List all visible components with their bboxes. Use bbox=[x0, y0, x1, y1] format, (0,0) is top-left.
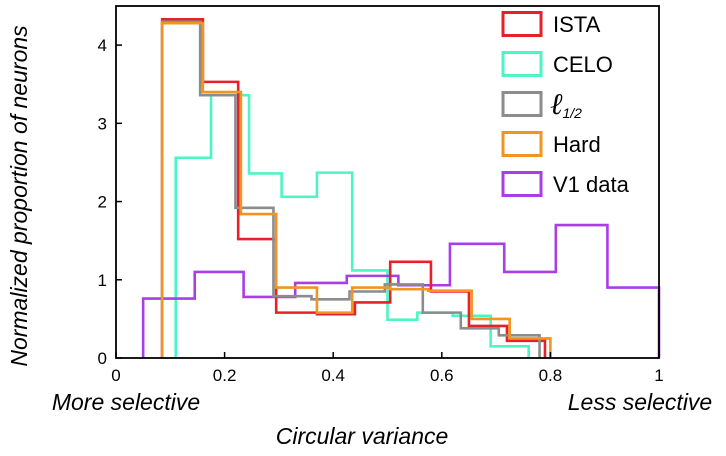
series-ista-step bbox=[160, 17, 547, 358]
legend-swatch bbox=[501, 131, 543, 157]
legend-label: ℓ1/2 bbox=[550, 87, 582, 122]
x-tick-label: 1 bbox=[654, 366, 663, 385]
x-axis-label: Circular variance bbox=[276, 423, 449, 449]
x-tick-label: 0.8 bbox=[539, 366, 563, 385]
y-axis-label: Normalized proportion of neurons bbox=[6, 25, 32, 367]
y-tick-label: 4 bbox=[98, 36, 107, 55]
plot-frame bbox=[115, 5, 660, 359]
legend-swatch bbox=[501, 91, 543, 117]
legend: ISTA CELO ℓ1/2 Hard V1 data bbox=[501, 11, 630, 197]
more-selective-annotation: More selective bbox=[52, 389, 200, 415]
legend-swatch bbox=[501, 51, 543, 77]
legend-swatch bbox=[501, 171, 543, 197]
y-tick-label: 3 bbox=[98, 114, 107, 133]
series-layer bbox=[141, 17, 661, 358]
series-v1-data-step bbox=[141, 223, 661, 358]
x-tick-label: 0 bbox=[111, 366, 120, 385]
series-1-2-step bbox=[160, 20, 541, 358]
legend-label: Hard bbox=[553, 132, 601, 157]
series-hard-step bbox=[160, 21, 552, 358]
y-tick-label: 2 bbox=[98, 193, 107, 212]
x-tick-label: 0.2 bbox=[213, 366, 237, 385]
y-tick-label: 1 bbox=[98, 271, 107, 290]
less-selective-annotation: Less selective bbox=[568, 389, 712, 415]
ticks-layer: 0 0.2 0.4 0.6 0.8 1 0 1 2 3 4 bbox=[98, 36, 664, 385]
legend-label: ISTA bbox=[553, 12, 601, 37]
legend-label: CELO bbox=[553, 52, 613, 77]
legend-swatch bbox=[501, 11, 543, 37]
x-tick-label: 0.4 bbox=[321, 366, 345, 385]
legend-label: V1 data bbox=[553, 172, 630, 197]
x-tick-label: 0.6 bbox=[430, 366, 454, 385]
y-tick-label: 0 bbox=[98, 349, 107, 368]
